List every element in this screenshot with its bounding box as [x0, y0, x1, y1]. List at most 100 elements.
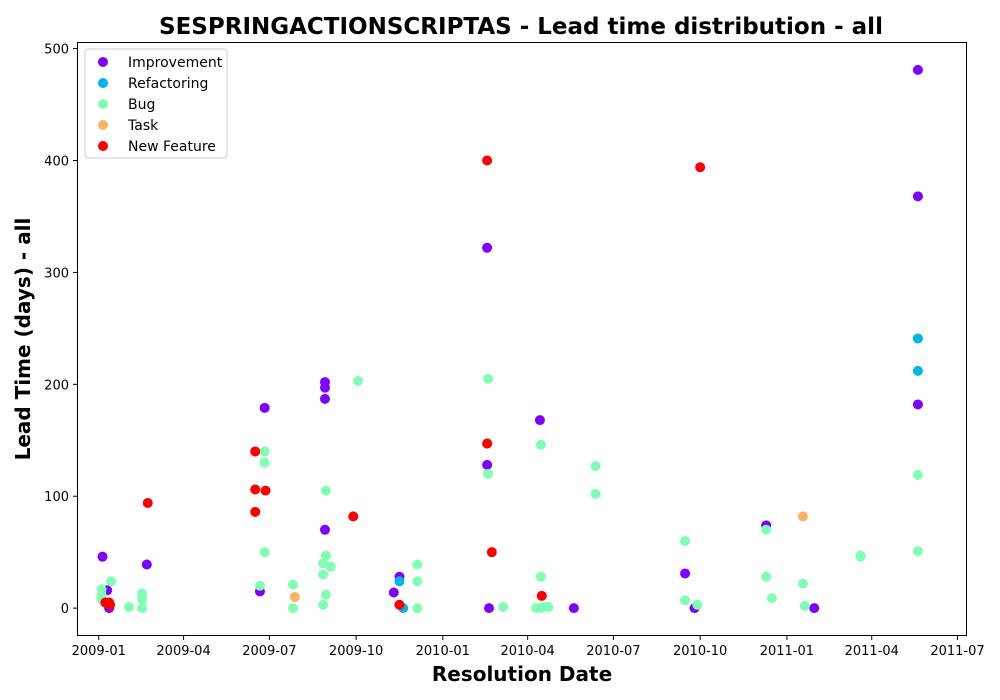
plot-frame — [77, 42, 967, 636]
legend-label: New Feature — [128, 139, 216, 155]
data-point-refactoring — [912, 333, 923, 344]
data-point-bug — [287, 579, 298, 590]
data-point-improvement — [482, 242, 493, 253]
data-point-bug — [259, 547, 270, 558]
x-tick-label: 2010-10 — [673, 644, 727, 659]
legend-marker — [98, 120, 108, 130]
x-tick-label: 2009-07 — [242, 644, 296, 659]
data-point-refactoring — [394, 576, 405, 587]
data-point-refactoring — [912, 365, 923, 376]
data-point-new-feature — [250, 506, 261, 517]
x-axis-label: Resolution Date — [432, 662, 612, 686]
data-point-bug — [799, 600, 810, 611]
data-point-bug — [483, 373, 494, 384]
data-point-bug — [535, 571, 546, 582]
data-point-bug — [137, 603, 148, 614]
data-point-improvement — [388, 587, 399, 598]
x-tick-label: 2011-07 — [930, 644, 984, 659]
data-point-new-feature — [695, 162, 706, 173]
x-tick-label: 2010-07 — [586, 644, 640, 659]
data-point-bug — [590, 488, 601, 499]
data-point-new-feature — [250, 484, 261, 495]
data-point-bug — [318, 599, 329, 610]
data-points — [96, 64, 923, 614]
data-point-bug — [761, 524, 772, 535]
data-point-task — [289, 591, 300, 602]
data-point-bug — [318, 569, 329, 580]
y-tick-label: 400 — [44, 155, 69, 170]
data-point-new-feature — [482, 155, 493, 166]
x-tick-label: 2009-01 — [72, 644, 126, 659]
legend: Improvement Refactoring Bug Task New Feature — [84, 48, 228, 159]
chart-title: SESPRINGACTIONSCRIPTAS - Lead time distr… — [159, 14, 883, 40]
data-point-bug — [912, 546, 923, 557]
data-point-bug — [761, 571, 772, 582]
data-point-new-feature — [486, 547, 497, 558]
y-tick-label: 0 — [61, 602, 69, 617]
data-point-task — [797, 511, 808, 522]
data-point-bug — [797, 578, 808, 589]
data-point-improvement — [319, 393, 330, 404]
data-point-bug — [320, 485, 331, 496]
data-point-bug — [254, 580, 265, 591]
data-point-bug — [680, 535, 691, 546]
legend-label: Improvement — [128, 55, 223, 71]
data-point-bug — [259, 457, 270, 468]
data-point-bug — [105, 576, 116, 587]
x-tick-label: 2010-01 — [416, 644, 470, 659]
legend-marker — [98, 78, 108, 88]
data-point-improvement — [534, 415, 545, 426]
y-axis-label: Lead Time (days) - all — [11, 218, 35, 461]
legend-marker — [98, 141, 108, 151]
x-tick-label: 2011-01 — [760, 644, 814, 659]
y-tick-label: 200 — [44, 378, 69, 393]
data-point-bug — [412, 603, 423, 614]
data-point-bug — [692, 599, 703, 610]
data-point-improvement — [319, 382, 330, 393]
data-point-improvement — [141, 559, 152, 570]
data-point-improvement — [912, 191, 923, 202]
data-point-new-feature — [536, 590, 547, 601]
x-tick-label: 2010-04 — [500, 644, 554, 659]
legend-label: Task — [127, 118, 159, 134]
data-point-bug — [137, 594, 148, 605]
data-point-bug — [855, 551, 866, 562]
y-axis-ticks: 0 100 200 300 400 500 — [44, 43, 78, 617]
data-point-bug — [259, 446, 270, 457]
data-point-bug — [535, 439, 546, 450]
legend-marker — [98, 99, 108, 109]
data-point-improvement — [319, 524, 330, 535]
y-tick-label: 500 — [44, 43, 69, 58]
data-point-bug — [498, 602, 509, 613]
data-point-bug — [320, 550, 331, 561]
data-point-new-feature — [142, 497, 153, 508]
data-point-bug — [123, 602, 134, 613]
data-point-new-feature — [394, 599, 405, 610]
data-point-improvement — [912, 399, 923, 410]
data-point-new-feature — [250, 446, 261, 457]
y-tick-label: 300 — [44, 266, 69, 281]
data-point-improvement — [912, 64, 923, 75]
legend-frame — [84, 48, 228, 159]
data-point-improvement — [482, 459, 493, 470]
x-tick-label: 2009-04 — [156, 644, 210, 659]
data-point-improvement — [809, 603, 820, 614]
data-point-bug — [766, 593, 777, 604]
legend-marker — [98, 57, 108, 67]
x-axis-ticks: 2009-01 2009-04 2009-07 2009-10 2010-01 2010-… — [72, 635, 985, 659]
data-point-bug — [318, 558, 329, 569]
data-point-improvement — [97, 551, 108, 562]
data-point-bug — [912, 469, 923, 480]
plot-area — [77, 42, 967, 636]
data-point-bug — [590, 461, 601, 472]
data-point-bug — [680, 595, 691, 606]
data-point-bug — [412, 559, 423, 570]
data-point-improvement — [484, 603, 495, 614]
legend-label: Bug — [128, 97, 155, 113]
data-point-bug — [483, 468, 494, 479]
data-point-bug — [287, 603, 298, 614]
data-point-improvement — [259, 402, 270, 413]
legend-label: Refactoring — [128, 76, 208, 92]
x-tick-label: 2009-10 — [329, 644, 383, 659]
data-point-bug — [325, 561, 336, 572]
